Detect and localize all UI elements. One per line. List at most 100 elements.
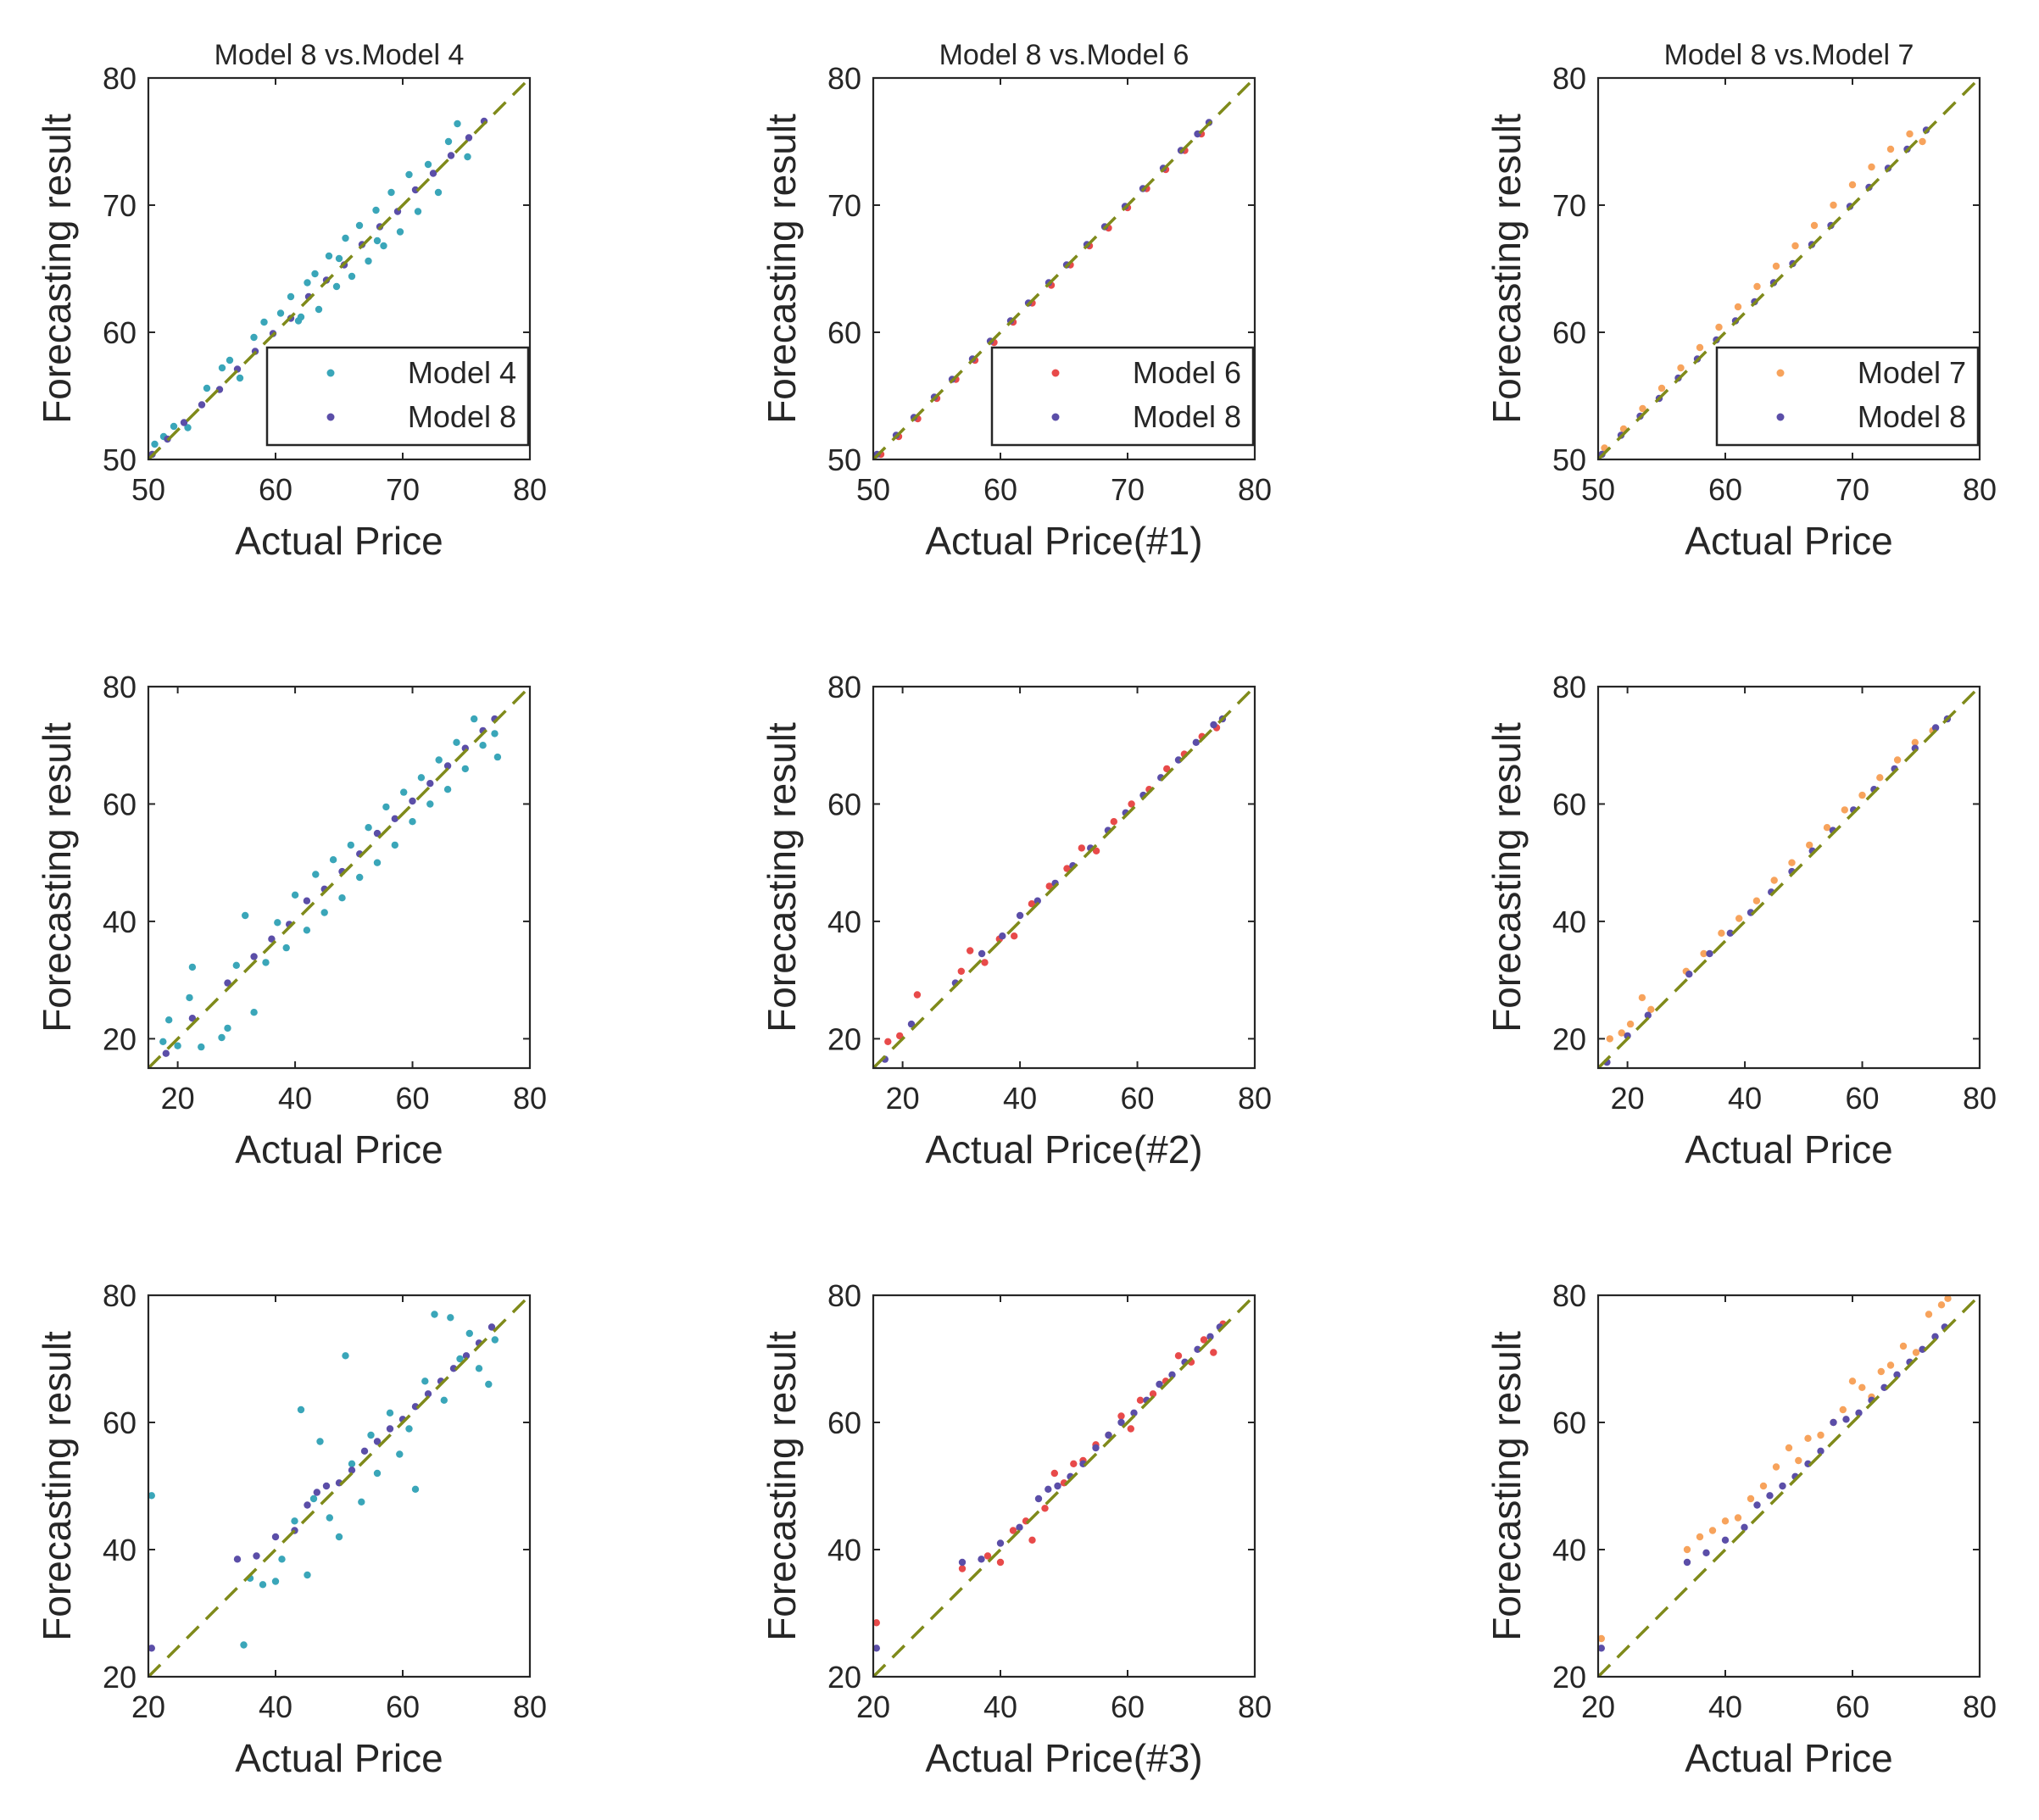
data-point <box>1700 949 1708 958</box>
chart-panel-1-1: 50 60 70 80 50 60 70 80 Actual Price Forecasting … <box>35 39 547 563</box>
data-point <box>1752 897 1761 904</box>
x-tick-label: 80 <box>1238 472 1272 507</box>
data-point <box>1110 818 1118 826</box>
x-tick-label: 60 <box>1836 1689 1869 1724</box>
data-point <box>1886 1361 1895 1369</box>
data-point <box>1734 1514 1742 1522</box>
data-point <box>1830 201 1837 209</box>
data-point <box>1841 806 1848 814</box>
data-point <box>165 1016 173 1024</box>
reference-line <box>1598 1295 1980 1677</box>
plot-content <box>1598 78 1980 459</box>
y-tick-label: 80 <box>103 670 136 704</box>
data-point <box>464 153 471 161</box>
axes-box <box>1596 76 1981 461</box>
data-point <box>316 1438 324 1445</box>
x-tick-label: 20 <box>886 1081 920 1116</box>
data-point <box>1848 1378 1857 1385</box>
axes-box <box>1596 685 1981 1070</box>
legend-box <box>265 346 530 447</box>
data-point <box>1210 1349 1217 1356</box>
data-point <box>1937 1301 1946 1309</box>
data-point <box>1735 915 1743 922</box>
data-point <box>287 292 295 301</box>
x-axis-label: Actual Price(#1) <box>925 519 1202 563</box>
data-point <box>355 221 364 230</box>
data-point <box>253 1552 260 1560</box>
y-tick-label: 60 <box>1552 787 1586 821</box>
legend-marker <box>1051 413 1060 421</box>
data-point <box>1823 824 1831 832</box>
data-point <box>1050 1469 1059 1478</box>
data-point <box>444 137 453 146</box>
x-tick-label: 80 <box>1238 1081 1272 1116</box>
data-point <box>1156 1380 1163 1389</box>
data-point <box>1817 1447 1825 1455</box>
data-point <box>447 1314 454 1322</box>
data-point <box>303 897 311 904</box>
data-point <box>409 818 416 826</box>
data-point <box>967 947 974 955</box>
data-point <box>1092 847 1100 854</box>
x-tick-label: 20 <box>131 1689 165 1724</box>
data-point <box>958 1558 967 1567</box>
x-tick-label: 80 <box>1963 1081 1997 1116</box>
data-point <box>1706 949 1713 958</box>
chart-panel-2-1: 20 40 60 80 20 40 60 80 Actual Price Forecasting … <box>35 670 547 1172</box>
y-tick-label: 20 <box>827 1021 861 1056</box>
data-point <box>274 919 281 927</box>
axes-box <box>872 685 1256 1070</box>
data-point <box>1016 911 1024 920</box>
data-point <box>332 282 341 291</box>
y-tick-label: 20 <box>1552 1021 1586 1056</box>
data-point <box>276 309 285 317</box>
data-point <box>1677 364 1685 372</box>
legend-marker <box>326 413 335 421</box>
data-point <box>1886 145 1895 153</box>
series-model-7 <box>1606 726 1936 1043</box>
data-point <box>387 188 395 197</box>
data-point <box>1041 1505 1049 1512</box>
data-point <box>1194 1345 1201 1354</box>
data-point <box>957 967 966 976</box>
data-point <box>335 254 343 263</box>
data-point <box>1858 791 1866 799</box>
y-tick-label: 20 <box>103 1660 136 1695</box>
x-tick-label: 40 <box>259 1689 292 1724</box>
data-point <box>983 1552 992 1560</box>
data-point <box>174 1042 181 1049</box>
y-tick-label: 70 <box>1552 188 1586 223</box>
legend-label: Model 8 <box>1133 399 1241 434</box>
series-model-4 <box>151 120 471 448</box>
data-point <box>1011 932 1018 940</box>
data-point <box>443 762 452 770</box>
data-point <box>348 272 356 281</box>
data-point <box>1200 1336 1208 1344</box>
data-point <box>1899 1342 1908 1350</box>
data-point <box>884 1038 892 1046</box>
data-point <box>1721 1536 1730 1544</box>
data-point <box>462 1352 471 1360</box>
data-point <box>304 279 311 287</box>
data-point <box>1931 1333 1939 1341</box>
data-point <box>434 188 443 197</box>
data-point <box>224 1024 231 1032</box>
data-point <box>148 1645 155 1652</box>
data-point <box>491 730 499 737</box>
data-point <box>456 1355 464 1363</box>
data-point <box>424 1390 432 1398</box>
data-point <box>1931 724 1940 732</box>
data-point <box>291 891 299 899</box>
data-point <box>232 961 240 970</box>
y-tick-label: 20 <box>1552 1660 1586 1695</box>
y-tick-label: 80 <box>103 1278 136 1313</box>
data-point <box>1683 1545 1691 1554</box>
legend-label: Model 7 <box>1858 355 1966 390</box>
data-point <box>1876 774 1884 782</box>
data-point <box>1779 1482 1786 1490</box>
data-point <box>162 1049 170 1057</box>
chart-panel-1-3: 50 60 70 80 50 60 70 80 Actual Price Forecasting … <box>1485 39 1997 563</box>
series-model-7 <box>1601 130 1926 452</box>
data-point <box>1696 1533 1704 1541</box>
y-tick-label: 80 <box>827 61 861 96</box>
